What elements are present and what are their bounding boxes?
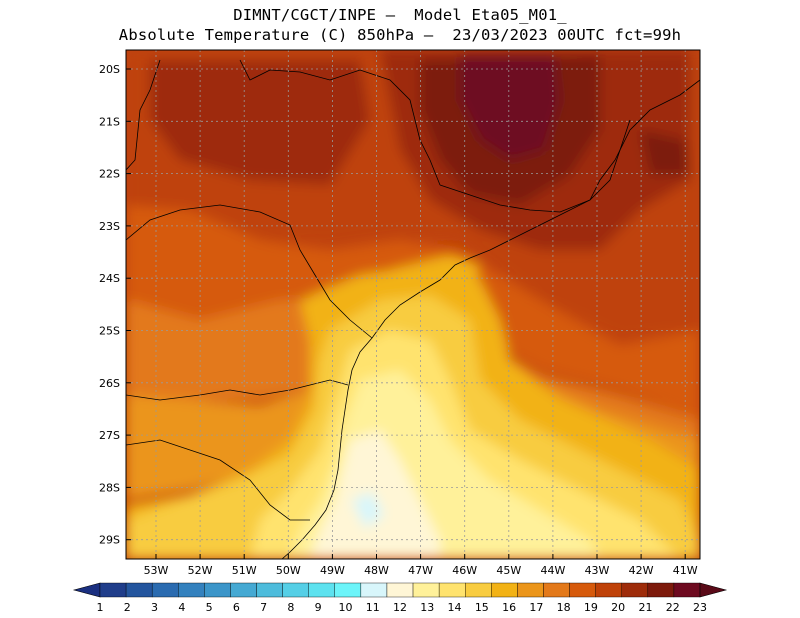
lon-label: 45W bbox=[496, 564, 521, 577]
colorbar-label: 9 bbox=[315, 601, 322, 614]
longitude-labels: 53W 52W 51W 50W 49W 48W 47W 46W 45W 44W 43W 42W 41W bbox=[144, 554, 698, 577]
colorbar-label: 1 bbox=[97, 601, 104, 614]
colorbar-high-arrow bbox=[699, 582, 728, 598]
colorbar-swatch bbox=[621, 582, 649, 598]
colorbar-label: 5 bbox=[206, 601, 213, 614]
lat-label: 20S bbox=[99, 63, 120, 76]
lon-label: 53W bbox=[144, 564, 169, 577]
colorbar-label: 2 bbox=[124, 601, 131, 614]
colorbar-label: 12 bbox=[393, 601, 407, 614]
colorbar-swatch bbox=[360, 582, 388, 598]
colorbar-label: 14 bbox=[448, 601, 462, 614]
colorbar-label: 16 bbox=[502, 601, 516, 614]
colorbar-swatch bbox=[99, 582, 127, 598]
state-border-4 bbox=[239, 59, 441, 186]
colorbar-swatch bbox=[438, 582, 466, 598]
colorbar-swatch bbox=[230, 582, 257, 598]
colorbar-label: 6 bbox=[233, 601, 240, 614]
lat-label: 25S bbox=[99, 325, 120, 338]
lon-label: 48W bbox=[364, 564, 389, 577]
state-border-3 bbox=[126, 439, 310, 521]
colorbar-label: 20 bbox=[611, 601, 625, 614]
lon-label: 52W bbox=[188, 564, 213, 577]
lat-label: 23S bbox=[99, 220, 120, 233]
colorbar-swatch bbox=[308, 582, 335, 598]
lon-label: 50W bbox=[276, 564, 301, 577]
lon-label: 51W bbox=[232, 564, 257, 577]
colorbar-label: 4 bbox=[178, 601, 185, 614]
colorbar-label: 21 bbox=[638, 601, 652, 614]
colorbar-swatch bbox=[491, 582, 518, 598]
lat-label: 29S bbox=[99, 534, 120, 547]
title-line-1: DIMNT/CGCT/INPE — Model Eta05_M01_ bbox=[233, 6, 567, 24]
colorbar-swatch bbox=[569, 582, 596, 598]
lon-label: 44W bbox=[540, 564, 565, 577]
colorbar-swatch bbox=[125, 582, 153, 598]
colorbar bbox=[72, 582, 728, 598]
colorbar-swatch bbox=[517, 582, 544, 598]
colorbar-swatch bbox=[673, 582, 701, 598]
state-border-2 bbox=[126, 379, 349, 401]
field-16-north bbox=[390, 255, 480, 300]
colorbar-label: 10 bbox=[338, 601, 352, 614]
field-18-band bbox=[126, 295, 700, 470]
lat-label: 28S bbox=[99, 481, 120, 494]
temperature-field bbox=[126, 50, 700, 559]
field-12-core bbox=[310, 430, 440, 559]
field-19-band bbox=[126, 205, 700, 420]
colorbar-low-arrow bbox=[72, 582, 101, 598]
colorbar-swatch bbox=[412, 582, 440, 598]
lat-label: 22S bbox=[99, 168, 120, 181]
lon-label: 47W bbox=[408, 564, 433, 577]
colorbar-swatch bbox=[595, 582, 622, 598]
field-21-west bbox=[150, 60, 370, 185]
map-frame bbox=[125, 49, 701, 560]
colorbar-swatch bbox=[647, 582, 675, 598]
colorbar-label: 18 bbox=[557, 601, 571, 614]
colorbar-swatch bbox=[282, 582, 309, 598]
state-border-6 bbox=[589, 119, 631, 201]
colorbar-label: 8 bbox=[287, 601, 294, 614]
colorbar-swatch bbox=[465, 582, 492, 598]
colorbar-label: 17 bbox=[529, 601, 543, 614]
colorbar-label: 7 bbox=[260, 601, 267, 614]
colorbar-label: 11 bbox=[366, 601, 380, 614]
lon-label: 43W bbox=[585, 564, 610, 577]
colorbar-label: 13 bbox=[420, 601, 434, 614]
latitude-labels: 20S 21S 22S 23S 24S 25S 26S 27S 28S 29S bbox=[99, 63, 131, 547]
state-border-1 bbox=[126, 204, 373, 339]
field-23-core bbox=[460, 55, 560, 160]
field-11-spot bbox=[352, 492, 384, 528]
lat-label: 21S bbox=[99, 115, 120, 128]
colorbar-swatch bbox=[386, 582, 414, 598]
lat-label: 24S bbox=[99, 272, 120, 285]
field-22-east bbox=[640, 130, 690, 175]
colorbar-label: 3 bbox=[151, 601, 158, 614]
lon-label: 46W bbox=[452, 564, 477, 577]
country-border bbox=[126, 59, 161, 171]
map-grid bbox=[126, 50, 700, 559]
colorbar-swatch bbox=[334, 582, 362, 598]
lon-label: 41W bbox=[673, 564, 698, 577]
lon-label: 49W bbox=[320, 564, 345, 577]
lat-label: 26S bbox=[99, 377, 120, 390]
colorbar-label: 23 bbox=[693, 601, 707, 614]
state-border-5 bbox=[439, 184, 591, 213]
colorbar-labels: 1 2 3 4 5 6 7 8 9 10 11 12 13 14 15 16 17 18 19 20 21 22 23 bbox=[97, 601, 708, 614]
colorbar-label: 19 bbox=[584, 601, 598, 614]
colorbar-swatch bbox=[151, 582, 179, 598]
title-line-2: Absolute Temperature (C) 850hPa — 23/03/… bbox=[118, 26, 682, 44]
colorbar-swatch bbox=[178, 582, 205, 598]
colorbar-swatch bbox=[204, 582, 231, 598]
lon-label: 42W bbox=[629, 564, 654, 577]
coastline bbox=[281, 79, 700, 559]
colorbar-label: 15 bbox=[475, 601, 489, 614]
lat-label: 27S bbox=[99, 429, 120, 442]
colorbar-label: 22 bbox=[666, 601, 680, 614]
colorbar-swatch bbox=[543, 582, 570, 598]
colorbar-swatch bbox=[256, 582, 283, 598]
coastline-borders bbox=[126, 59, 700, 559]
